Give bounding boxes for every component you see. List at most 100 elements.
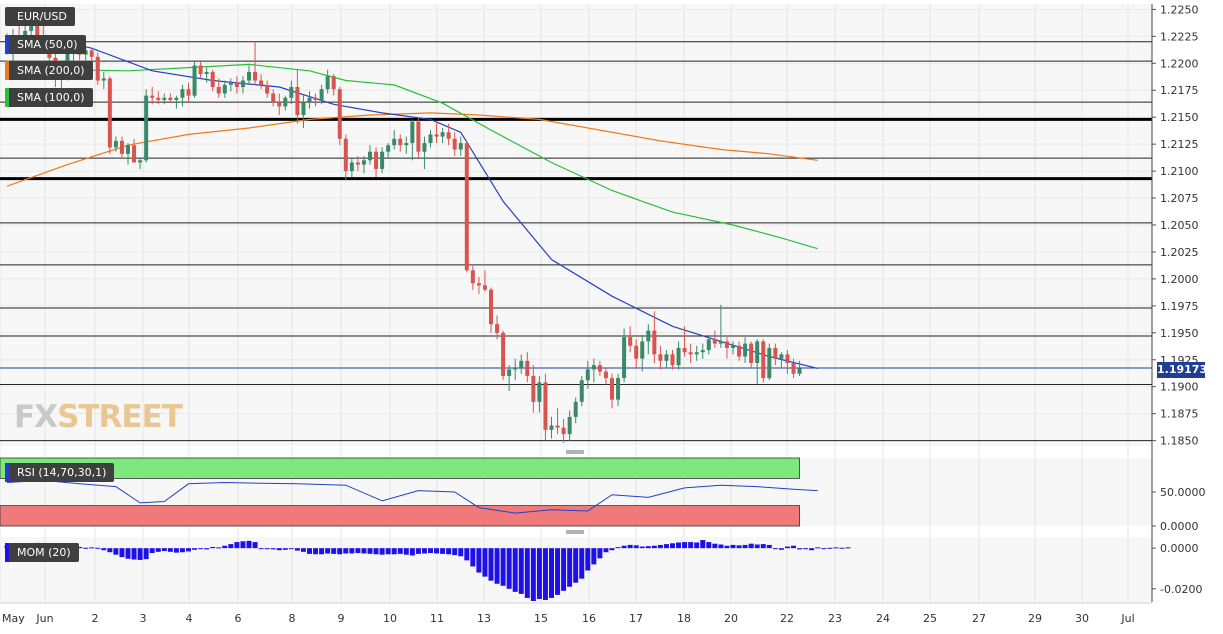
candle [797, 368, 802, 374]
candle [355, 162, 360, 165]
candle [652, 330, 657, 355]
logo-street: STREET [57, 399, 183, 435]
candle [410, 121, 415, 144]
mom-bar [258, 548, 264, 550]
candle [228, 82, 233, 85]
mom-bar [361, 548, 367, 554]
rsi-label[interactable]: RSI (14,70,30,1) [5, 463, 115, 482]
candle [682, 347, 687, 353]
candle [446, 132, 451, 139]
y-tick-label: 1.2225 [1160, 30, 1199, 43]
mom-bar [760, 544, 766, 549]
candle [29, 22, 34, 31]
x-tick-label: 16 [582, 612, 596, 625]
y-tick-label: 1.1900 [1160, 381, 1199, 394]
candle [501, 332, 506, 376]
x-tick-label: 23 [828, 612, 842, 625]
mom-bar [428, 548, 433, 554]
mom-label[interactable]: MOM (20) [5, 543, 79, 562]
mom-bar [657, 544, 663, 549]
x-tick-label: 25 [923, 612, 937, 625]
candle [283, 97, 288, 107]
x-tick-label: May [2, 612, 25, 625]
mom-bar [803, 548, 809, 550]
mom-bar [137, 548, 143, 560]
mom-text: MOM (20) [17, 546, 71, 559]
mom-bar [663, 544, 669, 549]
y-tick-label: 1.2200 [1160, 57, 1199, 70]
sma200-label[interactable]: SMA (200,0) [5, 61, 93, 80]
candle [192, 65, 197, 96]
mom-bar [325, 548, 331, 554]
mom-bar [446, 548, 452, 555]
mom-bar [766, 544, 772, 549]
mom-bar [337, 548, 343, 555]
mom-bar [518, 548, 524, 594]
candle [289, 87, 294, 98]
candle [579, 380, 584, 402]
x-tick-label: 30 [1075, 612, 1089, 625]
sma100-swatch [5, 88, 9, 107]
mom-bar [670, 543, 675, 549]
mom-bar [95, 547, 101, 549]
candle [113, 140, 118, 148]
candle [180, 89, 185, 98]
candle [307, 97, 312, 103]
candle [150, 95, 155, 98]
fxstreet-logo: FXSTREET [14, 399, 183, 435]
mom-bar [700, 540, 706, 549]
candle [482, 285, 487, 290]
mom-bar [809, 548, 815, 551]
mom-bar [712, 543, 718, 549]
candle [779, 354, 784, 359]
candle [234, 82, 239, 88]
mom-bar [234, 542, 240, 549]
mom-bar [579, 548, 585, 579]
mom-bar [494, 548, 500, 584]
x-tick-label: 9 [338, 612, 345, 625]
candle [156, 97, 161, 100]
mom-bar [778, 548, 784, 550]
candle [95, 56, 100, 81]
sma100-label[interactable]: SMA (100,0) [5, 88, 93, 107]
candle [543, 382, 548, 430]
mom-bar [530, 548, 536, 601]
candle [694, 352, 699, 355]
mom-y-tick-label: 0.0000 [1160, 542, 1199, 555]
mom-bar [742, 544, 748, 549]
mom-bar [791, 545, 796, 549]
candle [144, 95, 149, 161]
mom-bar [682, 542, 688, 549]
y-tick-label: 1.2125 [1160, 138, 1199, 151]
current-price-tag: 1.19173 [1157, 362, 1208, 378]
candle [767, 347, 772, 379]
candle [688, 352, 693, 355]
mom-bar [252, 542, 258, 549]
candle [374, 151, 379, 169]
rsi-y-tick-label: 0.0000 [1160, 520, 1199, 533]
candle [138, 160, 143, 163]
candle [107, 78, 112, 148]
mom-bar [597, 548, 603, 559]
candle [216, 87, 221, 94]
candle [676, 347, 681, 366]
candle [368, 151, 372, 161]
candle [204, 71, 209, 75]
rsi-overbought-zone [0, 457, 800, 479]
candle [452, 138, 457, 150]
mom-bar [397, 548, 403, 554]
candle [428, 134, 433, 144]
rsi-text: RSI (14,70,30,1) [17, 466, 107, 479]
candle [126, 145, 130, 154]
sma50-label[interactable]: SMA (50,0) [5, 35, 86, 54]
x-tick-label: 29 [1028, 612, 1042, 625]
sma200-line [6, 112, 818, 187]
symbol-label: EUR/USD [5, 7, 75, 26]
y-tick-label: 1.1850 [1160, 435, 1199, 448]
mom-bar [718, 544, 724, 549]
mom-bar [101, 548, 107, 551]
mom-bar [409, 548, 415, 556]
x-tick-label: 27 [972, 612, 986, 625]
candle [434, 134, 439, 137]
